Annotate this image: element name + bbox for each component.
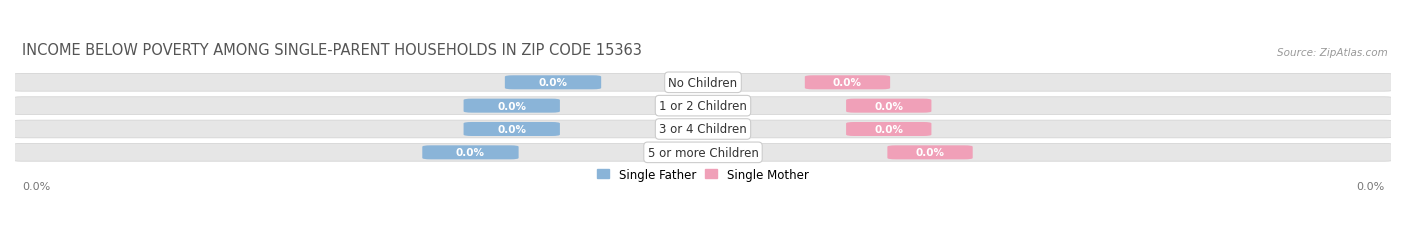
Text: 0.0%: 0.0% — [832, 78, 862, 88]
FancyBboxPatch shape — [464, 122, 560, 137]
FancyBboxPatch shape — [846, 122, 931, 137]
Text: 0.0%: 0.0% — [22, 181, 51, 191]
FancyBboxPatch shape — [846, 99, 931, 113]
FancyBboxPatch shape — [11, 97, 1395, 115]
Text: Source: ZipAtlas.com: Source: ZipAtlas.com — [1278, 48, 1388, 58]
FancyBboxPatch shape — [505, 76, 602, 90]
Text: 0.0%: 0.0% — [538, 78, 568, 88]
Text: INCOME BELOW POVERTY AMONG SINGLE-PARENT HOUSEHOLDS IN ZIP CODE 15363: INCOME BELOW POVERTY AMONG SINGLE-PARENT… — [22, 43, 641, 58]
FancyBboxPatch shape — [11, 144, 1395, 161]
Text: 0.0%: 0.0% — [915, 148, 945, 158]
Legend: Single Father, Single Mother: Single Father, Single Mother — [593, 163, 813, 185]
FancyBboxPatch shape — [887, 146, 973, 160]
Text: 0.0%: 0.0% — [875, 101, 903, 111]
Text: 0.0%: 0.0% — [456, 148, 485, 158]
Text: 0.0%: 0.0% — [498, 125, 526, 134]
FancyBboxPatch shape — [11, 74, 1395, 92]
Text: 0.0%: 0.0% — [498, 101, 526, 111]
Text: 1 or 2 Children: 1 or 2 Children — [659, 100, 747, 113]
FancyBboxPatch shape — [464, 99, 560, 113]
Text: 3 or 4 Children: 3 or 4 Children — [659, 123, 747, 136]
FancyBboxPatch shape — [11, 121, 1395, 138]
Text: 0.0%: 0.0% — [875, 125, 903, 134]
Text: 5 or more Children: 5 or more Children — [648, 146, 758, 159]
FancyBboxPatch shape — [422, 146, 519, 160]
Text: No Children: No Children — [668, 76, 738, 89]
FancyBboxPatch shape — [804, 76, 890, 90]
Text: 0.0%: 0.0% — [1355, 181, 1384, 191]
